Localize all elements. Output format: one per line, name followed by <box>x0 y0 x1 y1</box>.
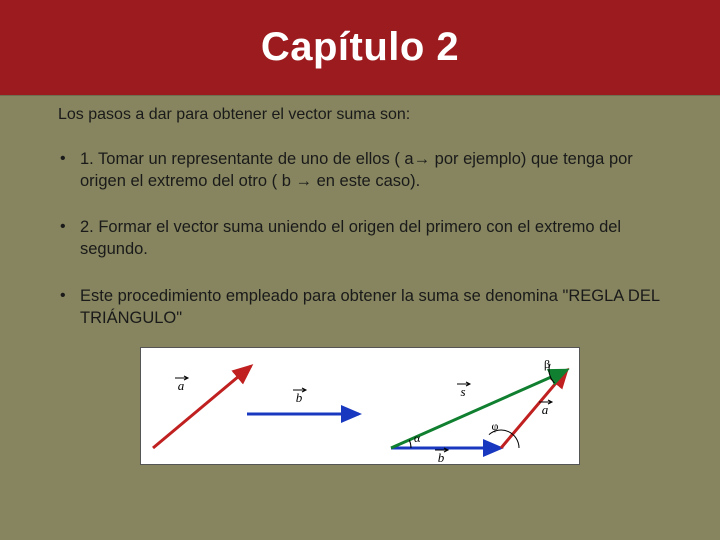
triangle-rule-diagram: a b b a s α φ β <box>140 347 580 465</box>
bullet-list: 1. Tomar un representante de uno de ello… <box>58 148 662 330</box>
vector-svg: a b b a s α φ β <box>141 348 581 466</box>
bullet-text: 2. Formar el vector suma uniendo el orig… <box>80 218 621 258</box>
title-band: Capítulo 2 <box>0 0 720 96</box>
intro-text: Los pasos a dar para obtener el vector s… <box>58 104 662 126</box>
svg-text:β: β <box>544 357 550 371</box>
content-area: Los pasos a dar para obtener el vector s… <box>0 96 720 465</box>
svg-text:b: b <box>296 390 303 405</box>
page-title: Capítulo 2 <box>261 25 459 70</box>
svg-text:a: a <box>542 402 549 417</box>
svg-text:φ: φ <box>492 419 499 433</box>
svg-text:b: b <box>438 450 445 465</box>
bullet-text: Este procedimiento empleado para obtener… <box>80 287 659 327</box>
svg-text:s: s <box>460 384 465 399</box>
list-item: Este procedimiento empleado para obtener… <box>58 285 662 330</box>
diagram-wrap: a b b a s α φ β <box>58 347 662 465</box>
bullet-text: 1. Tomar un representante de uno de ello… <box>80 150 633 190</box>
svg-text:α: α <box>414 431 421 445</box>
list-item: 1. Tomar un representante de uno de ello… <box>58 148 662 193</box>
list-item: 2. Formar el vector suma uniendo el orig… <box>58 216 662 261</box>
svg-text:a: a <box>178 378 185 393</box>
